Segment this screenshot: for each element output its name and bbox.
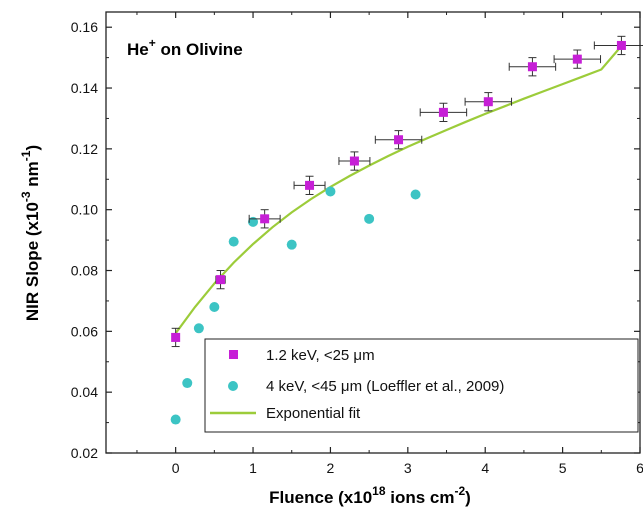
y-tick-label: 0.04: [71, 384, 98, 400]
x-tick-label: 5: [559, 460, 567, 476]
data-point-series-2: [325, 186, 336, 197]
data-point-series-1: [616, 40, 626, 50]
legend-label-series-2: 4 keV, <45 μm (Loeffler et al., 2009): [266, 378, 504, 395]
y-axis-title: NIR Slope (x10-3 nm-1): [19, 145, 42, 321]
data-point-series-1: [260, 214, 270, 224]
data-point-series-1: [305, 180, 315, 190]
chart-annotation: He+ on Olivine: [127, 36, 243, 59]
legend-marker-series-1: [229, 350, 238, 359]
data-point-series-1: [483, 97, 493, 107]
data-point-series-2: [228, 236, 239, 247]
data-point-series-1: [216, 275, 226, 285]
x-tick-label: 2: [327, 460, 335, 476]
data-point-series-1: [171, 332, 181, 342]
data-point-series-2: [209, 302, 220, 313]
legend-label-series-3: Exponential fit: [266, 405, 361, 422]
data-point-series-2: [410, 189, 421, 200]
data-point-series-1: [572, 54, 582, 64]
x-tick-label: 6: [636, 460, 643, 476]
x-tick-label: 4: [481, 460, 489, 476]
y-tick-label: 0.10: [71, 202, 98, 218]
data-point-series-2: [182, 378, 193, 389]
data-point-series-2: [364, 213, 375, 224]
x-axis-title: Fluence (x1018 ions cm-2): [269, 484, 471, 507]
y-tick-label: 0.12: [71, 141, 98, 157]
y-tick-label: 0.14: [71, 80, 98, 96]
y-tick-label: 0.08: [71, 263, 98, 279]
data-point-series-2: [170, 414, 181, 425]
data-point-series-2: [248, 216, 259, 227]
data-point-series-2: [193, 323, 204, 334]
legend-label-series-1: 1.2 keV, <25 μm: [266, 347, 375, 364]
plot-frame: [105, 11, 641, 454]
data-point-series-1: [438, 107, 448, 117]
data-point-series-1: [527, 62, 537, 72]
x-tick-label: 1: [249, 460, 257, 476]
data-point-series-1: [349, 156, 359, 166]
y-tick-label: 0.16: [71, 19, 98, 35]
data-point-series-2: [286, 239, 297, 250]
x-tick-label: 0: [172, 460, 180, 476]
data-point-series-1: [394, 135, 404, 145]
y-tick-label: 0.02: [71, 445, 98, 461]
legend-marker-series-2: [228, 381, 238, 391]
axes: 0 1 2 3 4 5 6 0.02 0.04 0.06 0.08 0.10 0.12 0.14 0.16: [71, 11, 643, 476]
x-tick-label: 3: [404, 460, 412, 476]
legend-box: [204, 338, 639, 433]
y-tick-label: 0.06: [71, 323, 98, 339]
series-line-exponential-fit: [174, 41, 626, 334]
legend: 1.2 keV, <25 μm 4 keV, <45 μm (Loeffler …: [204, 338, 639, 433]
plot-area: [170, 35, 643, 425]
